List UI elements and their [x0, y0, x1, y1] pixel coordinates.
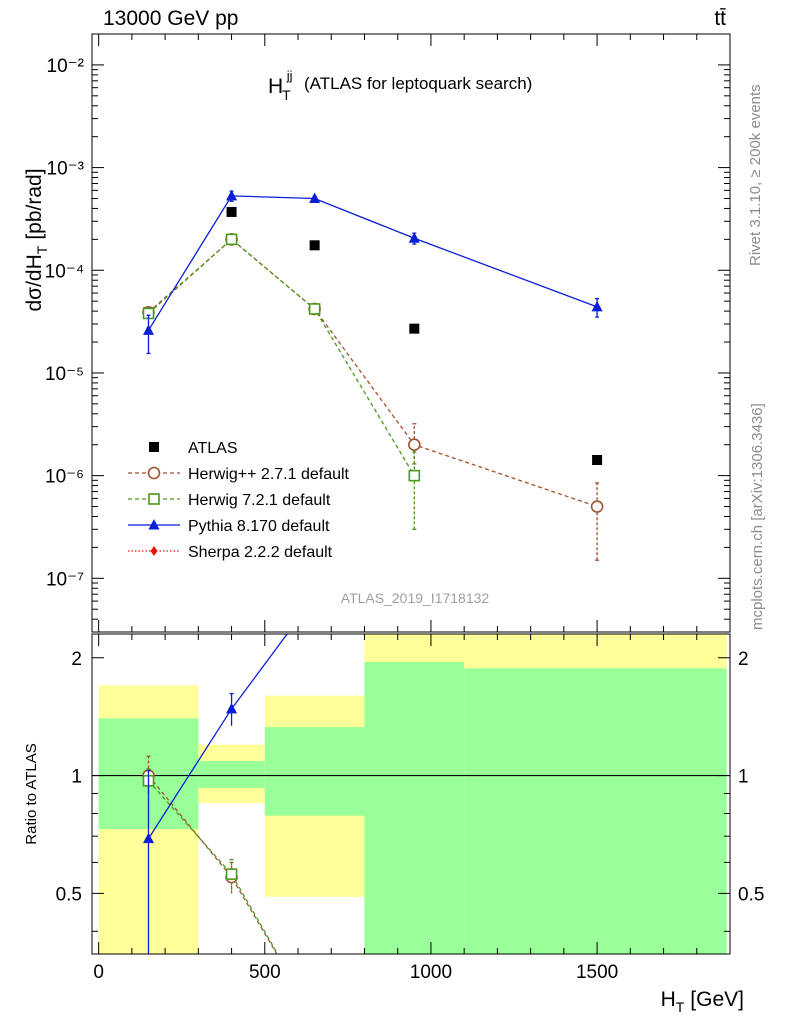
- main-data-layer: [142, 189, 604, 561]
- atlas-point: [409, 323, 420, 334]
- x-tick-label: 1500: [576, 962, 618, 983]
- ratio-band-inner: [364, 662, 465, 954]
- ratio-herwigpp-point: [309, 1013, 320, 1024]
- main-y-tick-label: 10⁻⁷: [46, 569, 84, 590]
- x-axis-label-sub: T: [676, 999, 685, 1015]
- herwig7-line: [148, 238, 415, 476]
- pythia-point: [591, 300, 603, 312]
- ratio-pythia-point: [309, 591, 320, 602]
- legend-herwigpp-marker: [147, 466, 161, 480]
- beam-label: 13000 GeV pp: [103, 7, 238, 30]
- legend-pythia-label: Pythia 8.170 default: [188, 518, 330, 535]
- ratio-y-tick-label-left: 1: [71, 767, 82, 788]
- ratio-axis-ticks: [92, 634, 731, 954]
- main-y-tick-labels: 10⁻⁷ 10⁻⁶ 10⁻⁵ 10⁻⁴ 10⁻³ 10⁻²: [45, 56, 84, 590]
- x-tick-label: 500: [249, 962, 281, 983]
- legend-atlas-label: ATLAS: [188, 440, 238, 457]
- main-title-subscript: T: [282, 87, 291, 103]
- atlas-point: [592, 454, 603, 465]
- ratio-pythia-point: [142, 832, 154, 844]
- x-axis-label: HT [GeV]: [661, 988, 744, 1015]
- herwig7-point: [225, 233, 238, 246]
- legend-atlas-marker: [149, 442, 159, 452]
- atlas-point: [309, 240, 320, 251]
- main-frame: [91, 33, 731, 633]
- main-y-axis-label: dσ/dHT [pb/rad]: [23, 168, 50, 311]
- main-y-tick-label: 10⁻⁶: [45, 467, 84, 488]
- legend-herwig7-marker: [148, 493, 160, 505]
- analysis-watermark: ATLAS_2019_I1718132: [341, 590, 490, 606]
- x-tick-label: 0: [93, 962, 104, 983]
- ratio-band-inner: [464, 668, 727, 954]
- ratio-y-tick-label-right: 2: [738, 649, 749, 670]
- pythia-point: [309, 192, 321, 203]
- legend-sherpa-marker: [150, 546, 158, 556]
- ratio-x-tick-labels: 0 500 1000 1500: [93, 962, 618, 983]
- atlas-point: [226, 206, 237, 217]
- legend-herwigpp-label: Herwig++ 2.7.1 default: [188, 466, 350, 483]
- main-title: HTjj: [268, 68, 293, 103]
- x-axis-label-unit: [GeV]: [690, 988, 744, 1011]
- herwigpp-point: [408, 438, 421, 452]
- ratio-herwig7-point: [310, 1013, 320, 1023]
- pythia-point: [408, 232, 420, 243]
- legend-sherpa-label: Sherpa 2.2.2 default: [188, 544, 333, 561]
- ratio-data-layer: [92, 591, 730, 1024]
- main-y-tick-label: 10⁻³: [47, 159, 85, 180]
- x-axis-label-main: H: [661, 988, 676, 1011]
- main-axis-ticks: [92, 33, 731, 633]
- process-label: tt̄: [714, 7, 726, 30]
- ratio-y-tick-label-left: 0.5: [56, 884, 82, 905]
- herwigpp-point: [590, 500, 604, 513]
- ratio-pythia-point: [226, 702, 238, 714]
- main-y-tick-label: 10⁻⁴: [45, 261, 84, 282]
- ratio-panel: 0.5 0.5 1 1 2 2 0 500 1000 1500 Ratio to ATLAS H…: [23, 591, 765, 1024]
- herwig7-point: [308, 303, 321, 315]
- main-title-description: (ATLAS for leptoquark search): [304, 74, 532, 93]
- ratio-frame: [91, 633, 731, 955]
- main-y-axis-label-unit: [pb/rad]: [23, 168, 46, 239]
- main-title-symbol: H: [268, 75, 283, 98]
- legend-pythia-marker: [148, 519, 160, 530]
- ratio-y-tick-label-right: 1: [738, 767, 749, 788]
- ratio-y-tick-labels: 0.5 0.5 1 1 2 2: [56, 649, 765, 906]
- main-y-axis-label-sub: T: [34, 245, 50, 254]
- main-panel: HTjj (ATLAS for leptoquark search) dσ/dH…: [23, 33, 731, 633]
- ratio-y-axis-label: Ratio to ATLAS: [23, 743, 40, 844]
- ratio-y-tick-label-left: 2: [71, 649, 82, 670]
- pythia-line: [147, 195, 598, 331]
- herwig7-point: [408, 469, 421, 482]
- legend: ATLAS Herwig++ 2.7.1 default Herwig 7.2.1 …: [128, 440, 350, 561]
- main-y-tick-label: 10⁻⁵: [45, 364, 84, 385]
- pythia-point: [226, 189, 238, 201]
- ratio-herwigpp-line: [147, 775, 278, 954]
- rivet-version-label: Rivet 3.1.10, ≥ 200k events: [747, 84, 764, 266]
- x-tick-label: 1000: [410, 962, 452, 983]
- ratio-y-tick-label-right: 0.5: [738, 884, 764, 905]
- main-y-axis-label-main: dσ/dH: [23, 254, 46, 311]
- legend-herwig7-label: Herwig 7.2.1 default: [188, 492, 331, 509]
- ratio-band-inner: [264, 727, 365, 816]
- pythia-point: [142, 324, 154, 335]
- ratio-herwig7-point: [225, 868, 238, 880]
- ratio-band-inner: [198, 760, 265, 788]
- main-title-superscript: jj: [286, 68, 293, 83]
- mcplots-label: mcplots.cern.ch [arXiv:1306.3436]: [749, 403, 766, 630]
- main-y-tick-label: 10⁻²: [47, 56, 85, 77]
